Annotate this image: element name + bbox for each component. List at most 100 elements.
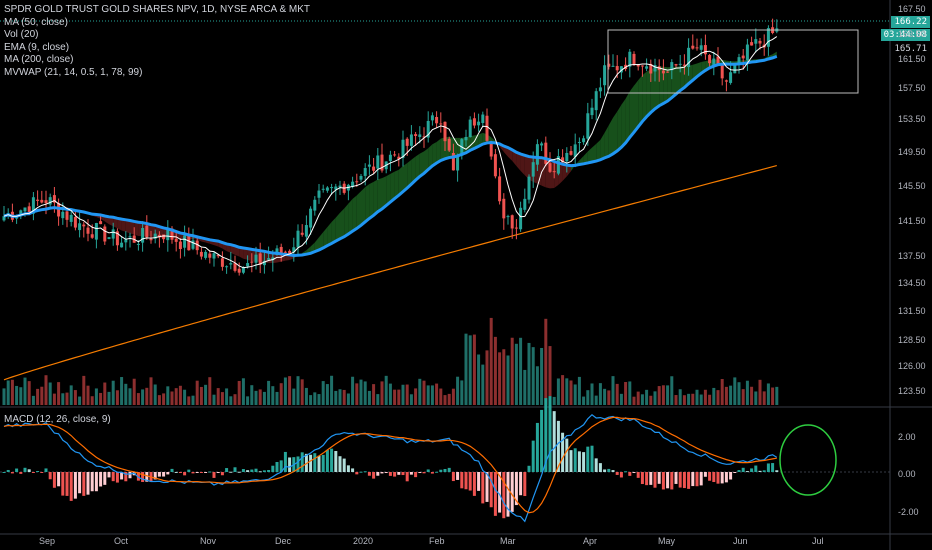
macd-histogram-bar bbox=[157, 472, 161, 477]
macd-histogram-bar bbox=[44, 468, 48, 472]
candle-body bbox=[397, 156, 401, 159]
macd-histogram-bar bbox=[225, 468, 229, 472]
volume-bar bbox=[313, 392, 317, 405]
candle-body bbox=[48, 197, 52, 205]
mvwap-cloud-segment bbox=[642, 71, 647, 122]
candle-body bbox=[682, 64, 686, 66]
candle-body bbox=[695, 47, 699, 49]
volume-bar bbox=[258, 389, 262, 405]
volume-bar bbox=[666, 385, 670, 405]
volume-bar bbox=[61, 393, 65, 405]
price-axis-tick: 141.50 bbox=[898, 216, 926, 226]
candle-body bbox=[519, 207, 523, 230]
volume-bar bbox=[380, 381, 384, 405]
volume-bar bbox=[204, 384, 208, 405]
candle-body bbox=[569, 151, 573, 155]
macd-histogram-bar bbox=[489, 472, 493, 508]
candle-body bbox=[254, 254, 258, 263]
candle-body bbox=[741, 55, 745, 59]
candle-body bbox=[481, 114, 485, 123]
mvwap-cloud-segment bbox=[373, 179, 378, 216]
candle-body bbox=[649, 63, 653, 74]
volume-bar bbox=[275, 391, 279, 405]
macd-axis-tick: 0.00 bbox=[898, 469, 916, 479]
mvwap-cloud-segment bbox=[365, 183, 370, 222]
macd-histogram-bar bbox=[519, 472, 523, 496]
macd-histogram-bar bbox=[27, 469, 31, 472]
candle-body bbox=[23, 207, 27, 212]
volume-bar bbox=[330, 375, 334, 405]
macd-histogram-bar bbox=[758, 470, 762, 472]
mvwap-cloud-segment bbox=[600, 132, 605, 160]
macd-histogram-bar bbox=[346, 465, 350, 472]
candle-body bbox=[44, 200, 48, 204]
macd-histogram-bar bbox=[682, 472, 686, 489]
macd-line bbox=[3, 413, 778, 523]
volume-bar bbox=[485, 350, 489, 405]
mvwap-cloud-segment bbox=[331, 217, 336, 244]
candle-body bbox=[107, 237, 111, 239]
time-axis-tick: 2020 bbox=[353, 536, 374, 546]
candle-body bbox=[409, 134, 413, 146]
macd-histogram-bar bbox=[678, 472, 682, 488]
macd-histogram-bar bbox=[598, 463, 602, 472]
mvwap-cloud-segment bbox=[117, 218, 122, 231]
candle-body bbox=[317, 190, 321, 198]
candle-body bbox=[388, 154, 392, 162]
macd-histogram-bar bbox=[300, 452, 304, 472]
macd-histogram-bar bbox=[128, 472, 132, 479]
mvwap-cloud-segment bbox=[109, 216, 114, 227]
candle-body bbox=[220, 258, 224, 267]
mvwap-cloud-segment bbox=[638, 75, 643, 127]
macd-histogram-bar bbox=[397, 472, 401, 475]
macd-histogram-bar bbox=[10, 472, 14, 474]
macd-histogram-bar bbox=[628, 472, 632, 476]
volume-bar bbox=[493, 336, 497, 405]
candle-body bbox=[493, 154, 497, 177]
candle-body bbox=[573, 144, 577, 157]
volume-bar bbox=[132, 378, 136, 405]
mvwap-cloud-segment bbox=[634, 80, 639, 133]
macd-histogram-bar bbox=[279, 460, 283, 472]
volume-bar bbox=[246, 396, 250, 405]
candle-body bbox=[86, 227, 90, 234]
volume-bar bbox=[498, 352, 502, 405]
macd-histogram-bar bbox=[153, 472, 157, 480]
candle-body bbox=[393, 154, 397, 156]
volume-bar bbox=[586, 390, 590, 405]
macd-histogram-bar bbox=[136, 472, 140, 481]
volume-bar bbox=[611, 376, 615, 405]
legend-title: SPDR GOLD TRUST GOLD SHARES NPV, 1D, NYS… bbox=[4, 4, 311, 15]
volume-bar bbox=[283, 377, 287, 405]
candle-body bbox=[674, 64, 678, 66]
mvwap-cloud-segment bbox=[680, 66, 685, 91]
mvwap-cloud-segment bbox=[407, 159, 412, 189]
macd-histogram-bar bbox=[460, 472, 464, 489]
price-axis-tick: 153.50 bbox=[898, 114, 926, 124]
volume-bar bbox=[481, 364, 485, 405]
mvwap-cloud-segment bbox=[667, 66, 672, 102]
candle-body bbox=[699, 45, 703, 50]
candle-body bbox=[124, 239, 128, 243]
mvwap-cloud-segment bbox=[323, 227, 328, 248]
price-axis-tick: 128.50 bbox=[898, 335, 926, 345]
macd-histogram-bar bbox=[754, 465, 758, 472]
candle-body bbox=[577, 141, 581, 143]
macd-legend: MACD (12, 26, close, 9) bbox=[4, 414, 111, 425]
macd-histogram-bar bbox=[447, 467, 451, 472]
volume-bar bbox=[94, 388, 98, 405]
volume-bar bbox=[99, 392, 103, 405]
candle-body bbox=[288, 250, 292, 254]
candle-body bbox=[552, 171, 556, 173]
ma50-line bbox=[3, 54, 778, 258]
macd-histogram-bar bbox=[582, 452, 586, 472]
volume-bar bbox=[250, 385, 254, 405]
time-axis-tick: Dec bbox=[275, 536, 292, 546]
macd-histogram-bar bbox=[178, 472, 182, 473]
volume-bar bbox=[758, 379, 762, 405]
macd-histogram-bar bbox=[367, 472, 371, 476]
candle-body bbox=[309, 208, 313, 228]
volume-bar bbox=[439, 388, 443, 405]
mvwap-cloud-segment bbox=[608, 117, 613, 157]
